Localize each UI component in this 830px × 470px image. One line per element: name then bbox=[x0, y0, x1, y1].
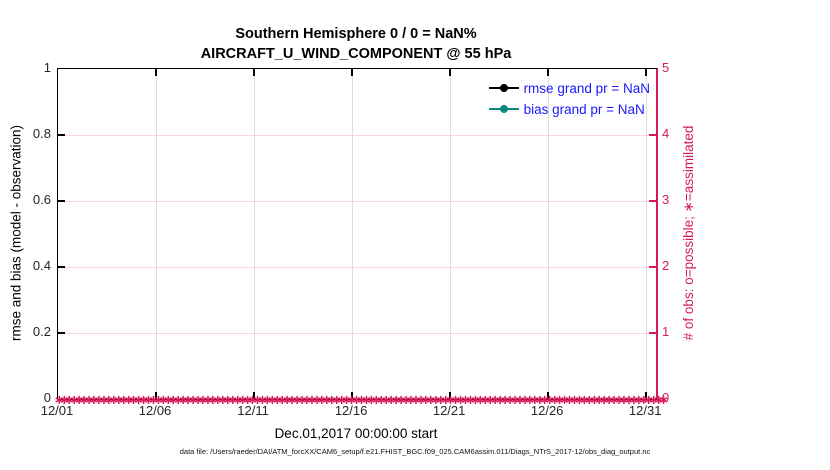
x-tick-label: 12/01 bbox=[40, 403, 74, 418]
plot-area: rmse grand pr = NaN bias grand pr = NaN ∗… bbox=[54, 68, 669, 406]
data-file-note: data file: /Users/raeder/DAI/ATM_forcXX/… bbox=[179, 447, 651, 456]
legend-line-sample bbox=[488, 84, 519, 92]
legend-label: bias grand pr = NaN bbox=[523, 101, 645, 117]
left-y-tick-label: 0.6 bbox=[32, 192, 51, 207]
legend-line-sample bbox=[488, 105, 519, 113]
right-y-tick-label: 2 bbox=[662, 258, 670, 273]
legend-dot-marker bbox=[499, 105, 508, 113]
left-y-tick-label: 0 bbox=[43, 390, 51, 405]
x-tick-label: 12/21 bbox=[432, 403, 466, 418]
right-y-tick-label: 4 bbox=[662, 126, 670, 141]
x-tick-label: 12/11 bbox=[237, 403, 269, 418]
x-tick-label: 12/31 bbox=[628, 403, 662, 418]
legend-entry: rmse grand pr = NaN bbox=[488, 78, 650, 98]
legend-entry: bias grand pr = NaN bbox=[488, 99, 650, 119]
left-axis-label: rmse and bias (model - observation) bbox=[8, 124, 24, 342]
title-line-1: Southern Hemisphere 0 / 0 = NaN% bbox=[235, 26, 477, 42]
left-y-tick-label: 0.4 bbox=[32, 258, 51, 273]
legend-dot-marker bbox=[499, 84, 508, 92]
title-line-2: AIRCRAFT_U_WIND_COMPONENT @ 55 hPa bbox=[200, 46, 512, 62]
right-y-tick-label: 0 bbox=[662, 390, 670, 405]
right-y-tick-label: 1 bbox=[662, 324, 670, 339]
left-y-tick-label: 1 bbox=[43, 60, 51, 75]
right-y-tick-label: 5 bbox=[662, 60, 670, 75]
x-tick-label: 12/26 bbox=[530, 403, 564, 418]
x-axis-label: Dec.01,2017 00:00:00 start bbox=[274, 426, 438, 441]
legend-label: rmse grand pr = NaN bbox=[523, 80, 650, 96]
left-y-tick-label: 0.8 bbox=[32, 126, 51, 141]
x-tick-label: 12/16 bbox=[334, 403, 368, 418]
right-axis-label: # of obs: o=possible; ∗=assimilated bbox=[681, 125, 696, 341]
right-y-tick-label: 3 bbox=[662, 192, 670, 207]
chart-title: Southern Hemisphere 0 / 0 = NaN% AIRCRAF… bbox=[57, 24, 655, 64]
left-y-tick-label: 0.2 bbox=[32, 324, 51, 339]
x-tick-label: 12/06 bbox=[138, 403, 172, 418]
legend: rmse grand pr = NaN bias grand pr = NaN bbox=[488, 78, 650, 119]
